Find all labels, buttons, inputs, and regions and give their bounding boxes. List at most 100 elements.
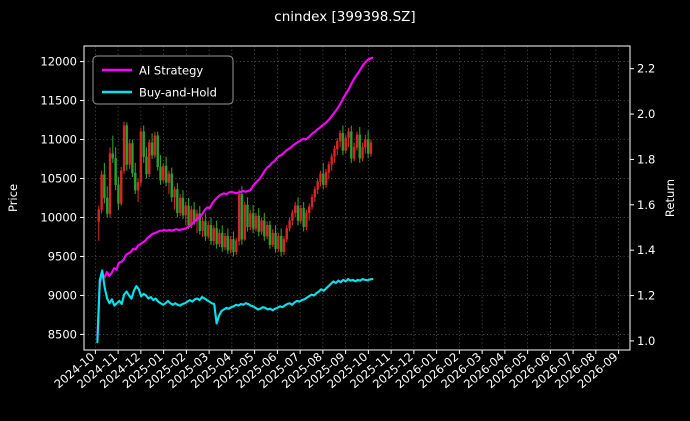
ohlc-body <box>358 134 361 159</box>
ohlc-bar <box>235 237 238 255</box>
ohlc-body <box>192 209 196 222</box>
ohlc-bar <box>271 229 274 248</box>
ohlc-bar <box>302 201 305 232</box>
ohlc-body <box>249 213 252 228</box>
ohlc-body <box>341 133 345 151</box>
ohlc-bar <box>350 125 353 163</box>
ohlc-bar <box>347 127 350 148</box>
ohlc-bar <box>125 122 129 171</box>
ohlc-bar <box>246 197 249 232</box>
ohlc-body <box>299 207 303 221</box>
ohlc-bar <box>128 139 131 170</box>
ohlc-bar <box>162 162 165 183</box>
ohlc-bar <box>184 201 187 226</box>
ohlc-bar <box>282 236 286 255</box>
ohlc-body <box>136 182 140 191</box>
ohlc-bar <box>117 176 120 210</box>
ohlc-bar <box>305 209 308 230</box>
ohlc-body <box>344 137 347 151</box>
ohlc-body <box>167 173 171 183</box>
ohlc-body <box>221 232 224 248</box>
ohlc-bar <box>223 233 227 251</box>
ohlc-bar <box>355 131 359 151</box>
ohlc-bar <box>120 166 123 206</box>
ohlc-bar <box>364 134 367 154</box>
ohlc-bar <box>201 217 204 237</box>
ohlc-bar <box>131 139 134 177</box>
ohlc-bar <box>100 170 103 214</box>
ohlc-bar <box>251 205 255 234</box>
ohlc-bar <box>296 197 300 226</box>
ohlc-candlestick-series <box>97 121 373 257</box>
gridlines <box>84 46 630 350</box>
ohlc-bar <box>221 225 224 252</box>
ohlc-body <box>204 221 207 237</box>
ohlc-body <box>347 131 350 139</box>
ohlc-bar <box>122 121 126 174</box>
ohlc-body <box>305 212 308 228</box>
ohlc-body <box>319 173 322 182</box>
y2-tick-label: 1.6 <box>637 198 655 212</box>
ohlc-body <box>176 189 179 214</box>
ohlc-bar <box>207 221 210 240</box>
ohlc-body <box>251 213 255 229</box>
ohlc-bar <box>310 194 314 210</box>
ohlc-body <box>263 220 266 237</box>
ohlc-body <box>277 235 280 249</box>
y-axis-right-label: Return <box>663 179 677 217</box>
ohlc-bar <box>142 125 145 163</box>
ohlc-body <box>184 205 187 216</box>
ohlc-body <box>212 228 216 242</box>
ohlc-bar <box>105 186 109 218</box>
ohlc-bar <box>352 142 356 162</box>
ohlc-bar <box>150 133 154 160</box>
y2-tick-label: 1.0 <box>637 334 655 348</box>
ohlc-body <box>268 225 272 245</box>
ohlc-bar <box>263 212 266 241</box>
ohlc-body <box>260 220 263 232</box>
ohlc-bar <box>111 135 115 163</box>
ohlc-bar <box>313 186 317 202</box>
ohlc-bar <box>257 208 260 237</box>
ohlc-body <box>153 135 157 156</box>
ohlc-body <box>122 125 126 171</box>
ohlc-body <box>327 164 331 173</box>
ohlc-bar <box>319 170 322 187</box>
y-tick-label: 10000 <box>40 210 77 224</box>
ohlc-body <box>282 239 286 252</box>
ohlc-bar <box>170 167 173 202</box>
ohlc-bar <box>215 220 218 249</box>
y-axis-left-label: Price <box>6 184 20 212</box>
ohlc-bar <box>167 170 171 195</box>
ohlc-bar <box>114 147 117 191</box>
chart-legend[interactable]: AI Strategy Buy-and-Hold <box>92 55 234 105</box>
ohlc-bar <box>338 130 342 148</box>
ohlc-bar <box>358 127 361 163</box>
ohlc-body <box>117 184 120 204</box>
ohlc-body <box>148 142 151 175</box>
ohlc-body <box>134 172 137 191</box>
ohlc-bar <box>308 203 311 221</box>
ohlc-body <box>207 225 210 237</box>
ohlc-bar <box>322 162 325 190</box>
ohlc-bar <box>243 201 246 241</box>
ohlc-body <box>156 135 159 168</box>
ohlc-body <box>114 158 117 185</box>
ohlc-bar <box>159 155 162 185</box>
ohlc-body <box>100 174 103 210</box>
ohlc-bar <box>330 153 333 171</box>
ohlc-body <box>271 232 274 245</box>
ohlc-bar <box>240 186 244 245</box>
ohlc-body <box>246 204 249 228</box>
ohlc-bar <box>232 231 235 257</box>
ohlc-bar <box>288 217 291 232</box>
y2-tick-label: 1.8 <box>637 152 655 166</box>
ohlc-body <box>232 239 235 252</box>
ohlc-body <box>366 139 370 154</box>
y-axis-right: 1.0 1.2 1.4 1.6 1.8 2.0 2.2 <box>630 62 655 348</box>
y-tick-label: 9000 <box>48 288 77 302</box>
ohlc-bar <box>316 178 319 195</box>
ohlc-bar <box>218 229 221 248</box>
ohlc-body <box>330 156 333 165</box>
ohlc-bar <box>134 162 137 195</box>
